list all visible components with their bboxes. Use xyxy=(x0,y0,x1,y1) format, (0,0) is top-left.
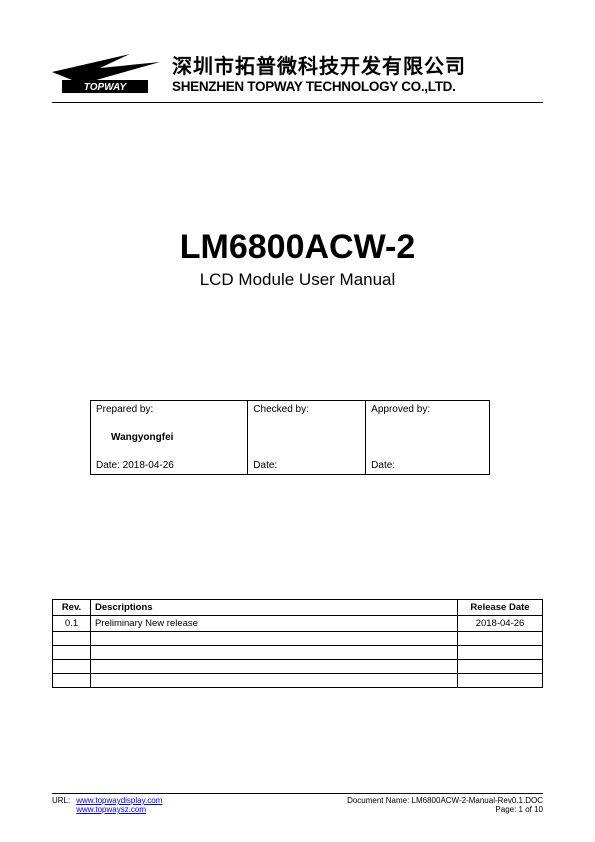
approved-date: Date: xyxy=(366,457,490,475)
rev-cell xyxy=(53,660,91,674)
rev-cell xyxy=(53,632,91,646)
checked-label: Checked by: xyxy=(248,401,366,419)
rev-header-date: Release Date xyxy=(458,600,543,616)
company-header: TOPWAY 深圳市拓普微科技开发有限公司 SHENZHEN TOPWAY TE… xyxy=(52,50,543,94)
company-name-en: SHENZHEN TOPWAY TECHNOLOGY CO.,LTD. xyxy=(172,79,466,94)
topway-logo: TOPWAY xyxy=(52,50,162,94)
checked-date: Date: xyxy=(248,457,366,475)
footer-link-2[interactable]: www.topwaysz.com xyxy=(76,805,162,814)
rev-cell xyxy=(91,674,458,688)
prepared-name: Wangyongfei xyxy=(91,419,248,457)
rev-cell xyxy=(91,632,458,646)
rev-cell: 2018-04-26 xyxy=(458,616,543,632)
document-title: LM6800ACW-2 xyxy=(52,228,543,267)
rev-row xyxy=(53,632,543,646)
revision-table: Rev. Descriptions Release Date 0.1 Preli… xyxy=(52,599,543,688)
rev-cell xyxy=(91,646,458,660)
rev-cell xyxy=(53,674,91,688)
rev-header-rev: Rev. xyxy=(53,600,91,616)
footer-divider xyxy=(52,793,543,794)
page-footer: URL: www.topwaydisplay.com www.topwaysz.… xyxy=(52,793,543,814)
document-subtitle: LCD Module User Manual xyxy=(52,270,543,290)
rev-cell: 0.1 xyxy=(53,616,91,632)
rev-row xyxy=(53,646,543,660)
rev-cell: Preliminary New release xyxy=(91,616,458,632)
rev-row xyxy=(53,660,543,674)
title-block: LM6800ACW-2 LCD Module User Manual xyxy=(52,228,543,290)
prepared-date: Date: 2018-04-26 xyxy=(91,457,248,475)
company-name-cn: 深圳市拓普微科技开发有限公司 xyxy=(172,50,466,79)
footer-link-1[interactable]: www.topwaydisplay.com xyxy=(76,796,162,805)
footer-doc-name: Document Name: LM6800ACW-2-Manual-Rev0.1… xyxy=(347,796,543,805)
rev-cell xyxy=(53,646,91,660)
prepared-label: Prepared by: xyxy=(91,401,248,419)
rev-cell xyxy=(458,646,543,660)
header-divider xyxy=(52,102,543,103)
rev-cell xyxy=(458,674,543,688)
rev-cell xyxy=(91,660,458,674)
rev-header-desc: Descriptions xyxy=(91,600,458,616)
logo-brand-text: TOPWAY xyxy=(84,82,128,93)
rev-row xyxy=(53,674,543,688)
rev-cell xyxy=(458,660,543,674)
checked-name xyxy=(248,419,366,457)
approved-label: Approved by: xyxy=(366,401,490,419)
approval-table: Prepared by: Checked by: Approved by: Wa… xyxy=(90,400,490,475)
rev-row: 0.1 Preliminary New release 2018-04-26 xyxy=(53,616,543,632)
rev-cell xyxy=(458,632,543,646)
footer-page-number: Page: 1 of 10 xyxy=(347,805,543,814)
footer-url-label: URL: xyxy=(52,796,70,814)
approved-name xyxy=(366,419,490,457)
